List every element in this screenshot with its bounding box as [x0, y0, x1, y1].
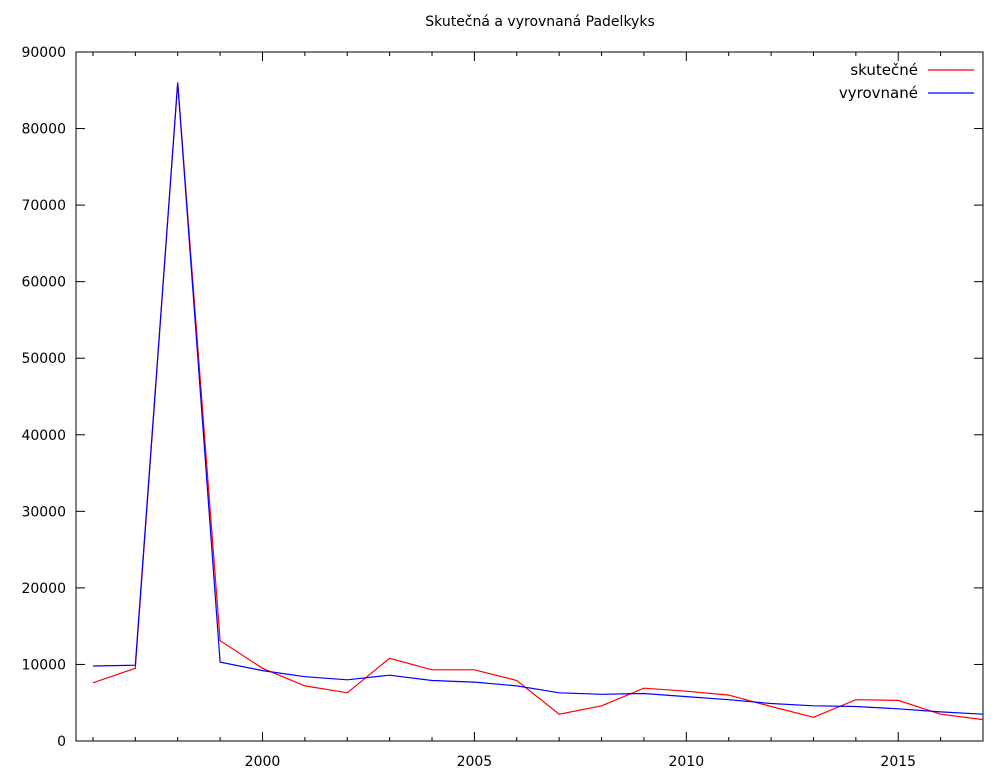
y-tick-label: 60000	[21, 275, 66, 291]
y-tick-label: 70000	[21, 198, 66, 214]
x-tick-label: 2015	[880, 754, 916, 770]
y-tick-label: 80000	[21, 122, 66, 138]
chart-title: Skutečná a vyrovnaná Padelkyks	[425, 14, 654, 30]
x-tick-label: 2000	[245, 754, 281, 770]
y-axis: 0 10000 20000 30000 40000 50000 60000 70000 8000…	[21, 45, 983, 750]
y-tick-label: 50000	[21, 351, 66, 367]
series-line-0	[92, 82, 984, 721]
legend-label: vyrovnané	[839, 84, 918, 102]
y-tick-label: 90000	[21, 45, 66, 61]
x-axis: 2000 2005 2010 2015	[92, 52, 984, 770]
legend-label: skutečné	[850, 61, 918, 79]
y-tick-label: 30000	[21, 504, 66, 520]
plot-frame	[75, 51, 984, 742]
y-tick-label: 0	[57, 734, 66, 750]
x-tick-label: 2005	[457, 754, 493, 770]
y-tick-label: 40000	[21, 428, 66, 444]
legend: skutečné vyrovnané	[839, 61, 974, 102]
y-tick-label: 20000	[21, 581, 66, 597]
series-lines	[92, 82, 984, 721]
series-line-1	[92, 82, 984, 715]
x-tick-label: 2010	[668, 754, 704, 770]
y-tick-label: 10000	[21, 657, 66, 673]
